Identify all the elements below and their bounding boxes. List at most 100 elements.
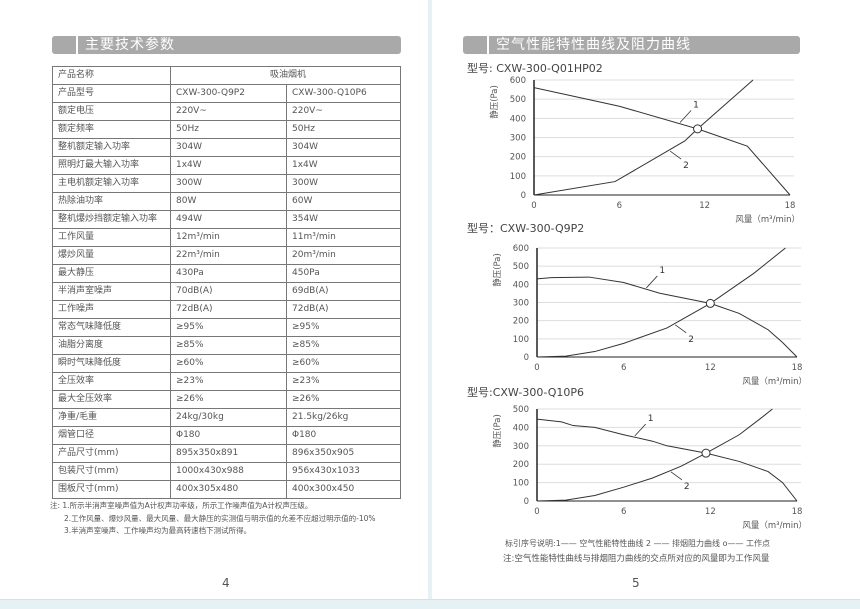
table-row: 热除油功率 80W 60W	[52, 192, 401, 211]
section-title: 主要技术参数	[85, 37, 175, 53]
param-value: 450Pa	[286, 264, 401, 283]
table-row: 油脂分离度 ≥85% ≥85%	[52, 336, 401, 355]
table-row: 产品型号 CXW-300-Q9P2 CXW-300-Q10P6	[52, 84, 401, 103]
table-row: 净重/毛重 24kg/30kg 21.5kg/26kg	[52, 408, 401, 427]
chart-1-title: 型号: CXW-300-Q01HP02	[467, 62, 603, 75]
param-label: 额定频率	[52, 120, 171, 139]
y-axis-label: 静压(Pa)	[489, 85, 500, 119]
table-row: 爆炒风量 22m³/min 20m³/min	[52, 246, 401, 265]
param-value: 400x305x480	[170, 480, 287, 499]
param-value: 1000x430x988	[170, 462, 287, 481]
table-row: 额定频率 50Hz 50Hz	[52, 120, 401, 139]
x-tick-label: 6	[621, 363, 626, 373]
y-tick-label: 200	[510, 153, 526, 163]
chart-2-title: 型号：CXW-300-Q9P2	[467, 222, 585, 235]
param-label: 额定电压	[52, 102, 171, 121]
y-tick-label: 0	[521, 191, 526, 201]
param-value: 220V~	[170, 102, 287, 121]
bottom-bar	[0, 599, 860, 609]
series-2-line	[533, 79, 754, 196]
param-value: 11m³/min	[286, 228, 401, 247]
param-value: 220V~	[286, 102, 401, 121]
param-label: 工作风量	[52, 228, 171, 247]
title-block-decoration	[463, 36, 489, 54]
param-value: 50Hz	[170, 120, 287, 139]
param-value: 956x430x1033	[286, 462, 401, 481]
series-1-line	[536, 276, 798, 358]
param-value: 24kg/30kg	[170, 408, 287, 427]
param-value: ≥85%	[286, 336, 401, 355]
param-value: ≥23%	[170, 372, 287, 391]
param-label: 净重/毛重	[52, 408, 171, 427]
x-tick-label: 12	[705, 363, 716, 373]
param-label: 整机额定输入功率	[52, 138, 171, 157]
y-tick-label: 200	[513, 317, 529, 327]
annotation-arrow	[670, 471, 683, 481]
annotation-label: 2	[684, 482, 690, 492]
param-value: 300W	[286, 174, 401, 193]
table-row: 全压效率 ≥23% ≥23%	[52, 372, 401, 391]
param-value: 80W	[170, 192, 287, 211]
table-row: 半消声室噪声 70dB(A) 69dB(A)	[52, 282, 401, 301]
page-number: 4	[222, 576, 230, 590]
working-point-marker	[693, 124, 703, 134]
param-label: 瞬时气味降低度	[52, 354, 171, 373]
table-row: 额定电压 220V~ 220V~	[52, 102, 401, 121]
param-label: 工作噪声	[52, 300, 171, 319]
section-title: 空气性能特性曲线及阻力曲线	[496, 37, 691, 53]
param-value: 吸油烟机	[170, 66, 401, 85]
y-tick-label: 400	[513, 280, 529, 290]
param-value: ≥60%	[170, 354, 287, 373]
param-value: 400x300x450	[286, 480, 401, 499]
param-value: 1x4W	[286, 156, 401, 175]
x-tick-label: 0	[534, 507, 539, 517]
x-tick-label: 18	[792, 507, 803, 517]
chart-note: 注:空气性能特性曲线与排烟阻力曲线的交点所对应的风量即为工作风量	[503, 554, 770, 564]
table-row: 瞬时气味降低度 ≥60% ≥60%	[52, 354, 401, 373]
y-tick-label: 0	[524, 353, 529, 363]
annotation-label: 1	[648, 414, 654, 424]
param-value: 20m³/min	[286, 246, 401, 265]
param-label: 照明灯最大输入功率	[52, 156, 171, 175]
param-value: 1x4W	[170, 156, 287, 175]
param-value: 354W	[286, 210, 401, 229]
y-tick-label: 100	[513, 335, 529, 345]
annotation-arrow	[679, 110, 692, 123]
param-value: ≥85%	[170, 336, 287, 355]
annotation-label: 1	[659, 266, 665, 276]
param-value: 60W	[286, 192, 401, 211]
table-row: 照明灯最大输入功率 1x4W 1x4W	[52, 156, 401, 175]
param-value: ≥95%	[170, 318, 287, 337]
param-value: 304W	[286, 138, 401, 157]
x-tick-label: 6	[617, 201, 622, 211]
note-1: 注: 1.所示半消声室噪声值为A计权声功率级，所示工作噪声值为A计权声压级。	[50, 501, 313, 510]
x-tick-label: 0	[534, 363, 539, 373]
y-tick-label: 300	[513, 299, 529, 309]
param-label: 全压效率	[52, 372, 171, 391]
y-axis-label: 静压(Pa)	[492, 253, 503, 287]
param-value: 69dB(A)	[286, 282, 401, 301]
page-number: 5	[632, 576, 640, 590]
y-tick-label: 100	[510, 172, 526, 182]
param-label: 热除油功率	[52, 192, 171, 211]
param-value: 22m³/min	[170, 246, 287, 265]
param-value: ≥26%	[286, 390, 401, 409]
table-row: 产品名称 吸油烟机	[52, 66, 401, 85]
table-row: 产品尺寸(mm) 895x350x891 896x350x905	[52, 444, 401, 463]
chart-3-title: 型号:CXW-300-Q10P6	[467, 386, 584, 399]
y-tick-label: 600	[510, 76, 526, 86]
y-tick-label: 100	[513, 479, 529, 489]
y-tick-label: 200	[513, 460, 529, 470]
series-1-line	[533, 87, 791, 196]
note-3: 3.半消声室噪声、工作噪声均为最高转速档下测试所得。	[64, 526, 252, 535]
y-tick-label: 500	[513, 262, 529, 272]
param-value: 72dB(A)	[286, 300, 401, 319]
param-value: 896x350x905	[286, 444, 401, 463]
param-value: 70dB(A)	[170, 282, 287, 301]
table-row: 最大静压 430Pa 450Pa	[52, 264, 401, 283]
param-label: 半消声室噪声	[52, 282, 171, 301]
param-value: 12m³/min	[170, 228, 287, 247]
param-label: 整机爆炒挡额定输入功率	[52, 210, 171, 229]
table-row: 整机额定输入功率 304W 304W	[52, 138, 401, 157]
